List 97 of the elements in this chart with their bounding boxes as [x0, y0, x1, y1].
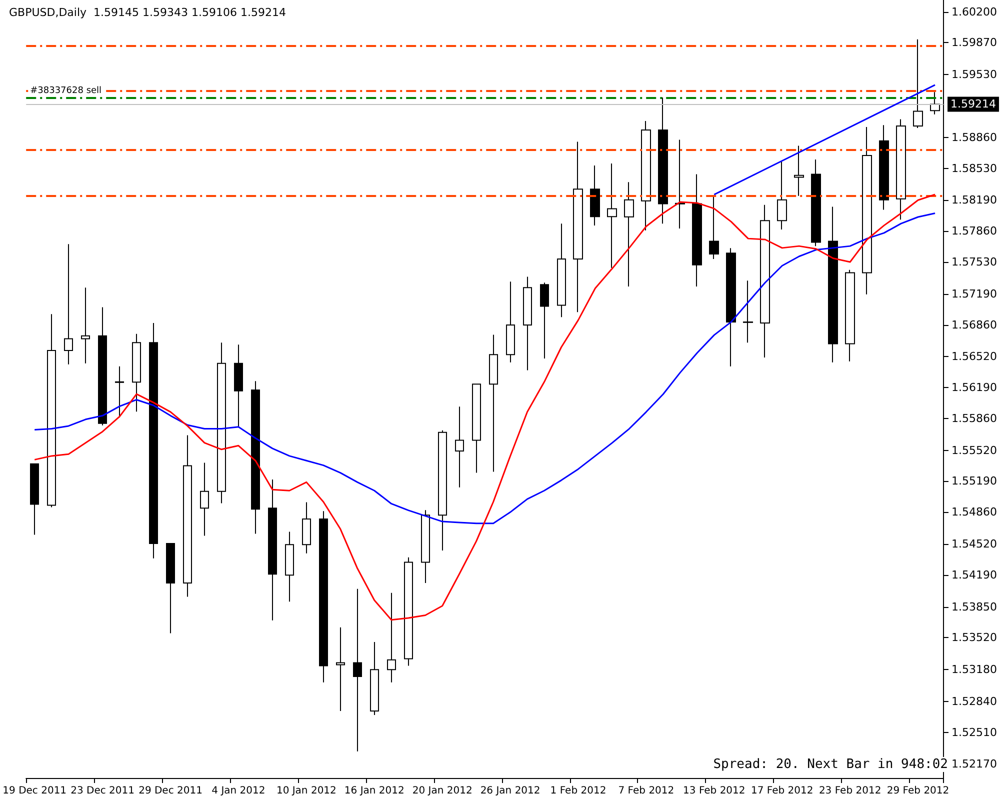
candlestick [472, 384, 481, 474]
y-tick-label: 1.58190 [952, 194, 998, 207]
y-tick-label: 1.59870 [952, 36, 998, 50]
y-tick-label: 1.58530 [952, 162, 998, 175]
y-tick-label: 1.60200 [952, 5, 998, 18]
y-tick-label: 1.54860 [952, 506, 998, 519]
candlestick [811, 158, 821, 247]
x-tick-label: 26 Jan 2012 [480, 786, 540, 796]
x-tick-label: 17 Feb 2012 [750, 786, 814, 796]
candlestick [98, 306, 107, 426]
text: GBPUSD,Daily 1.59145 1.59343 1.59106 1.59214 [9, 6, 286, 19]
candlestick [353, 588, 362, 752]
y-tick-label: 1.52170 [952, 758, 998, 771]
y-tick-label: 1.55860 [952, 412, 998, 425]
y-tick-label: 1.52510 [952, 726, 998, 739]
y-tick-label: 1.53850 [952, 600, 998, 614]
candlestick [285, 531, 294, 602]
candlestick [421, 510, 430, 584]
y-tick-label: 1.59530 [952, 68, 998, 82]
x-tick-label: 23 Feb 2012 [818, 786, 882, 796]
y-tick-label: 1.53520 [952, 631, 998, 644]
x-tick-label: 13 Feb 2012 [683, 786, 746, 796]
candlestick [828, 206, 838, 363]
y-tick-label: 1.56860 [952, 318, 998, 332]
candlestick [709, 194, 719, 260]
x-tick-label: 16 Jan 2012 [344, 786, 404, 796]
candlestick [743, 280, 753, 344]
candlestick [523, 276, 532, 371]
x-tick-label: 29 Feb 2012 [886, 786, 950, 796]
candlestick [896, 118, 906, 220]
y-tick-label: 1.56190 [952, 381, 998, 394]
ref-line-label: #38337628 sell [30, 86, 102, 96]
candlestick [30, 463, 39, 536]
candlestick [862, 126, 872, 295]
candlestick [794, 145, 804, 196]
x-tick-label: 7 Feb 2012 [618, 786, 674, 796]
candlestick [115, 366, 124, 418]
candlestick [879, 124, 889, 210]
candlestick [183, 434, 192, 598]
candlestick [387, 592, 396, 683]
x-tick-label: 4 Jan 2012 [212, 786, 266, 796]
candlestick [166, 543, 175, 634]
candlestick [540, 282, 549, 359]
x-tick-label: 20 Jan 2012 [412, 786, 472, 796]
y-tick-label: 1.57860 [952, 224, 998, 238]
candlestick [47, 314, 56, 508]
candlestick [573, 141, 583, 313]
candlestick [217, 342, 226, 504]
y-tick-label: 1.52840 [952, 694, 998, 708]
candlestick [455, 406, 464, 488]
candlestick [149, 322, 158, 559]
y-tick-label: 1.57530 [952, 255, 998, 268]
candlestick [658, 96, 668, 224]
y-tick-label: 1.54190 [952, 568, 998, 582]
candlestick [607, 163, 617, 268]
candlestick [760, 204, 770, 358]
candlestick [268, 479, 277, 621]
x-tick-label: 19 Dec 2011 [2, 786, 67, 796]
candlestick [692, 174, 702, 288]
y-tick-label: 1.58860 [952, 130, 998, 144]
candlestick [777, 161, 787, 230]
candlestick [234, 344, 243, 427]
y-tick-label: 1.54520 [952, 538, 998, 551]
candlestick [845, 269, 855, 362]
candlestick [302, 502, 311, 554]
candlestick [506, 281, 515, 363]
line-series [34, 212, 936, 524]
candlestick [251, 380, 260, 534]
y-tick-label: 1.57190 [952, 287, 998, 300]
candlestick [64, 244, 73, 365]
candlestick [438, 430, 447, 551]
candlestick [200, 462, 209, 536]
x-tick-label: 1 Feb 2012 [550, 786, 606, 796]
candlestick [319, 510, 328, 683]
candlestick [336, 626, 345, 712]
ref-line-label: 1.59214 [950, 98, 996, 111]
candlestick [370, 642, 379, 716]
x-tick-label: 23 Dec 2011 [70, 786, 135, 796]
candlestick [726, 248, 736, 367]
x-tick-label: 10 Jan 2012 [276, 786, 336, 796]
candlestick [404, 556, 413, 666]
candlestick [132, 333, 141, 412]
candlestick [81, 287, 90, 364]
y-tick-label: 1.55520 [952, 444, 998, 457]
candlestick [489, 334, 498, 472]
y-tick-label: 1.55190 [952, 474, 998, 488]
line-series [34, 194, 936, 621]
y-tick-label: 1.53180 [952, 663, 998, 676]
candlestick [557, 223, 566, 318]
candlestick [624, 182, 634, 288]
candlestick [675, 139, 685, 229]
candlestick [913, 38, 923, 128]
x-tick-label: 29 Dec 2011 [138, 786, 202, 796]
annotation: Spread: 20. Next Bar in 948:02 [713, 757, 948, 772]
candlestick [641, 120, 651, 231]
y-tick-label: 1.56520 [952, 350, 998, 364]
candlestick [590, 164, 600, 226]
